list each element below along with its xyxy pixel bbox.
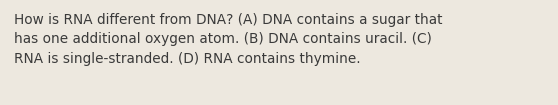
Text: How is RNA different from DNA? (A) DNA contains a sugar that
has one additional : How is RNA different from DNA? (A) DNA c… xyxy=(14,13,442,66)
